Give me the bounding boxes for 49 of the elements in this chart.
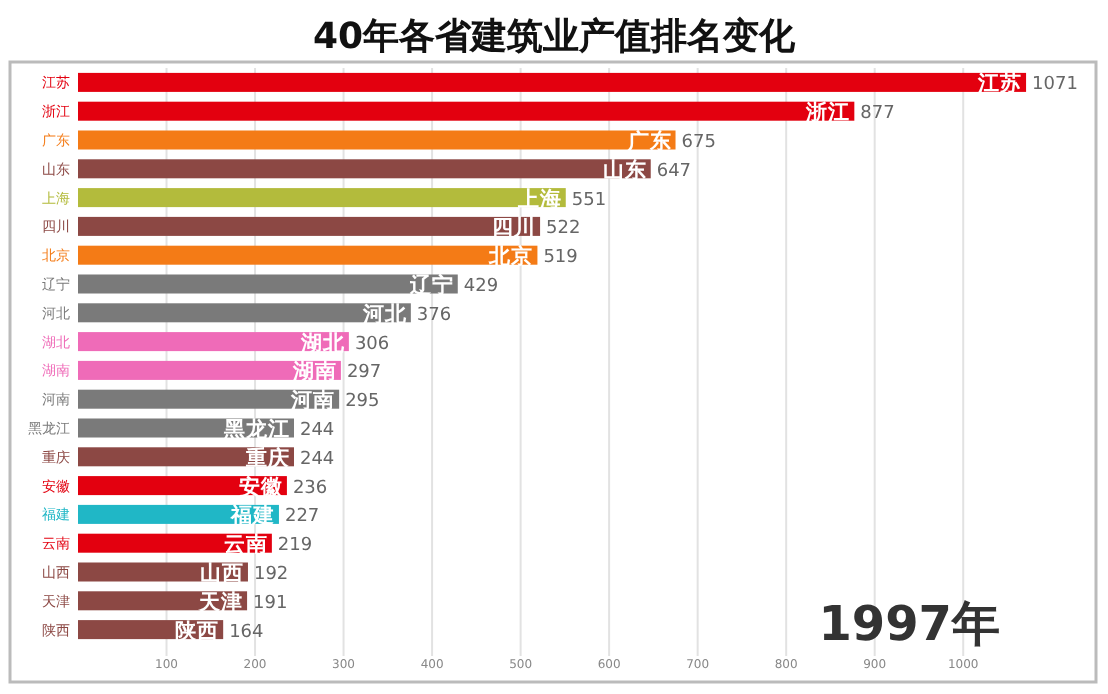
chart-title: 40年各省建筑业产值排名变化 bbox=[312, 16, 798, 58]
category-label: 四川 bbox=[492, 216, 537, 241]
category-label: 云南 bbox=[223, 533, 268, 558]
data-label: 244 bbox=[299, 449, 335, 470]
data-label: 219 bbox=[277, 536, 313, 557]
bar bbox=[78, 159, 651, 179]
bar bbox=[78, 274, 458, 294]
category-label: 福建 bbox=[230, 504, 275, 529]
category-label: 江苏 bbox=[978, 72, 1023, 97]
data-label: 877 bbox=[860, 104, 895, 125]
bar bbox=[78, 188, 566, 208]
bar bbox=[78, 130, 676, 150]
data-label: 295 bbox=[345, 392, 380, 413]
bar bbox=[78, 303, 411, 323]
bar bbox=[78, 101, 855, 121]
bar bbox=[78, 332, 349, 352]
category-label: 浙江 bbox=[806, 101, 851, 126]
data-label: 519 bbox=[543, 248, 579, 269]
data-label: 551 bbox=[571, 190, 607, 211]
annotation: 1997年 bbox=[818, 596, 1000, 652]
data-label: 244 bbox=[299, 421, 335, 441]
data-label: 192 bbox=[253, 565, 289, 585]
data-label: 429 bbox=[463, 277, 499, 297]
category-label: 湖南 bbox=[292, 360, 337, 385]
category-label: 山东 bbox=[602, 158, 647, 183]
data-label: 522 bbox=[546, 219, 581, 240]
data-label: 227 bbox=[284, 507, 320, 528]
data-label: 236 bbox=[292, 478, 328, 499]
category-label: 广东 bbox=[627, 130, 672, 154]
data-label: 1071 bbox=[1032, 75, 1078, 96]
category-label: 河南 bbox=[291, 389, 336, 414]
data-label: 675 bbox=[681, 133, 716, 153]
bar bbox=[78, 216, 541, 236]
data-label: 191 bbox=[253, 593, 288, 614]
bar bbox=[78, 72, 1027, 92]
data-label: 376 bbox=[416, 305, 452, 326]
category-label: 重庆 bbox=[245, 446, 290, 471]
category-label: 安徽 bbox=[238, 475, 283, 500]
data-label: 164 bbox=[229, 622, 265, 643]
category-label: 黑龙江 bbox=[223, 418, 290, 442]
data-label: 297 bbox=[346, 363, 382, 384]
data-label: 306 bbox=[354, 334, 390, 355]
bar bbox=[78, 562, 248, 582]
category-label: 天津 bbox=[199, 590, 244, 615]
data-label: 647 bbox=[656, 161, 692, 182]
category-label: 山西 bbox=[199, 562, 244, 586]
category-label: 陕西 bbox=[175, 619, 220, 644]
bar bbox=[78, 245, 538, 265]
category-label: 上海 bbox=[517, 187, 562, 212]
